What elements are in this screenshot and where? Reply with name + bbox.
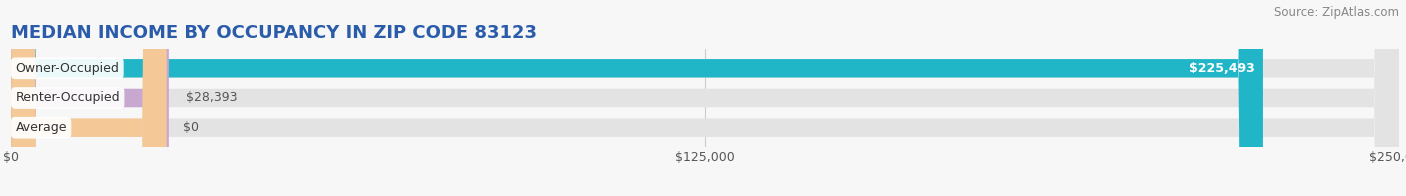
Text: Average: Average xyxy=(15,121,67,134)
Text: Renter-Occupied: Renter-Occupied xyxy=(15,92,120,104)
FancyBboxPatch shape xyxy=(11,0,169,196)
Text: $28,393: $28,393 xyxy=(186,92,238,104)
FancyBboxPatch shape xyxy=(11,0,1263,196)
FancyBboxPatch shape xyxy=(11,0,1399,196)
Text: $0: $0 xyxy=(183,121,200,134)
FancyBboxPatch shape xyxy=(11,0,1399,196)
FancyBboxPatch shape xyxy=(11,0,1399,196)
Text: Owner-Occupied: Owner-Occupied xyxy=(15,62,120,75)
Text: $225,493: $225,493 xyxy=(1189,62,1254,75)
Text: Source: ZipAtlas.com: Source: ZipAtlas.com xyxy=(1274,6,1399,19)
FancyBboxPatch shape xyxy=(11,0,167,196)
Text: MEDIAN INCOME BY OCCUPANCY IN ZIP CODE 83123: MEDIAN INCOME BY OCCUPANCY IN ZIP CODE 8… xyxy=(11,24,537,42)
